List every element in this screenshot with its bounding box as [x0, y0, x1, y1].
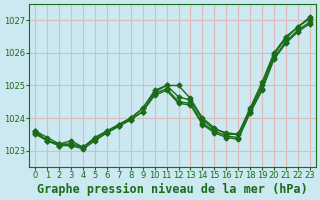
X-axis label: Graphe pression niveau de la mer (hPa): Graphe pression niveau de la mer (hPa)	[37, 183, 308, 196]
